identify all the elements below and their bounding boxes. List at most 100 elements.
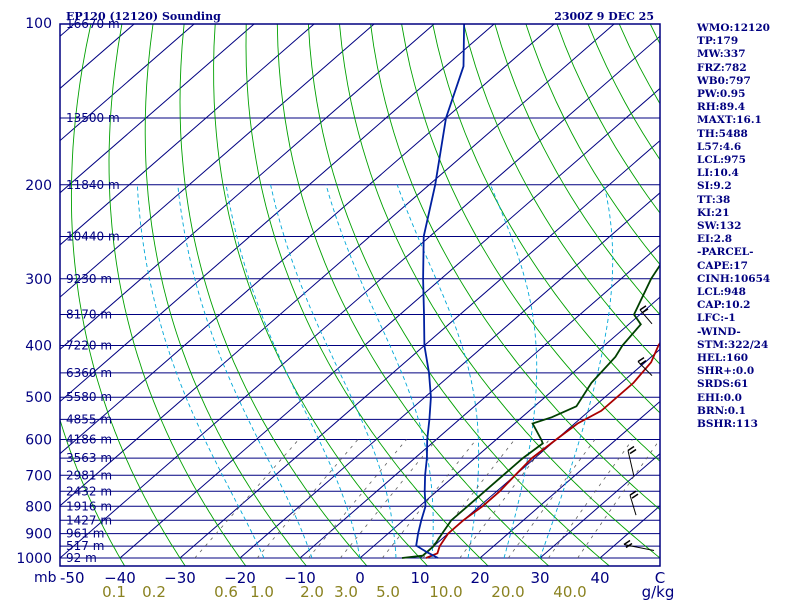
isotherm-line (60, 24, 435, 350)
mixing-ratio-label: 0.1 (102, 583, 126, 600)
sounding-index: LI:10.4 (697, 167, 739, 180)
sounding-index: CAPE:17 (697, 259, 748, 272)
mixing-ratio-label: 20.0 (491, 583, 524, 600)
wind-barb-flag (629, 490, 637, 496)
temperature-tick-label: 30 (530, 569, 549, 587)
height-label: 10440 m (66, 229, 120, 243)
sounding-index: SRDS:61 (697, 378, 749, 391)
mixing-ratio-label: 3.0 (334, 583, 358, 600)
sounding-index: CINH:10654 (697, 272, 771, 285)
wind-barb-flag (625, 542, 633, 549)
isotherm-line (539, 452, 660, 559)
temperature-tick-label: 40 (590, 569, 609, 587)
sounding-index: -WIND- (697, 325, 741, 338)
wind-barb (639, 305, 653, 325)
dry-adiabat (307, 24, 611, 566)
temperature-tick-label: −20 (224, 569, 256, 587)
sounding-index: PW:0.95 (697, 88, 746, 101)
height-label: 8170 m (66, 308, 112, 322)
height-label: 5580 m (66, 390, 112, 404)
sounding-index: SI:9.2 (697, 180, 732, 193)
isotherm-line (60, 24, 495, 403)
sounding-index: CAP:10.2 (697, 299, 751, 312)
wind-barb-flag (639, 305, 647, 311)
parcel-trace (415, 24, 465, 559)
pressure-tick-label: 300 (25, 272, 52, 288)
mixing-ratio-line (381, 439, 477, 559)
sounding-index: -PARCEL- (697, 246, 754, 259)
temperature-tick-label: −10 (284, 569, 316, 587)
dry-adiabat (213, 24, 429, 566)
pressure-tick-label: 700 (25, 468, 52, 484)
sounding-index: EI:2.8 (697, 233, 733, 246)
height-label: 13500 m (66, 111, 120, 125)
wind-barb (637, 356, 653, 376)
temperature-tick-label: -50 (60, 569, 85, 587)
pressure-unit-label: mb (34, 570, 57, 586)
sounding-index: TT:38 (697, 193, 731, 206)
wind-barb-flag (627, 445, 635, 452)
wind-barb-shaft (629, 494, 637, 516)
height-label: 4186 m (66, 433, 112, 447)
mixing-ratio-label: 40.0 (553, 583, 586, 600)
moist-adiabat (136, 184, 265, 559)
height-label: 7220 m (66, 339, 112, 353)
dry-adiabat (70, 24, 186, 566)
height-label: 6360 m (66, 366, 112, 380)
sounding-index: FRZ:782 (697, 61, 747, 74)
isotherm-line (479, 400, 660, 559)
dewpoint-trace (401, 263, 660, 559)
mixing-ratio-label: 10.0 (429, 583, 462, 600)
sounding-index: LFC:-1 (697, 312, 736, 325)
height-label: 3563 m (66, 451, 112, 465)
isotherm-line (60, 24, 375, 298)
sounding-index: SW:132 (697, 220, 742, 233)
temperature-tick-label: −40 (104, 569, 136, 587)
height-label: 1427 m (66, 513, 112, 527)
wind-barb (629, 490, 639, 516)
mixing-ratio-line (339, 439, 437, 559)
mixing-ratio-line (459, 439, 550, 559)
dry-adiabat (370, 24, 660, 511)
mixing-ratio-unit-label: g/kg (642, 583, 675, 600)
sounding-index: SHR+:0.0 (697, 365, 755, 378)
sounding-index: TP:179 (697, 35, 739, 48)
sounding-time: 2300Z 9 DEC 25 (554, 10, 654, 23)
temperature-tick-label: 20 (470, 569, 489, 587)
sounding-index: KI:21 (697, 206, 730, 219)
isotherm-line (60, 24, 195, 142)
sounding-index: MAXT:16.1 (697, 114, 762, 127)
mixing-ratio-label: 0.2 (142, 583, 166, 600)
temperature-tick-label: −30 (164, 569, 196, 587)
sounding-index: HEL:160 (697, 352, 749, 365)
temperature-trace (425, 341, 660, 559)
station-title: EP120 (12120) Sounding (66, 10, 221, 23)
mixing-ratio-label: 0.6 (214, 583, 238, 600)
height-label: 517 m (66, 539, 104, 553)
isotherm-line (119, 87, 660, 559)
wind-barb-shaft (627, 450, 635, 477)
isotherm-line (239, 192, 660, 559)
isotherm-line (179, 139, 660, 559)
pressure-tick-label: 800 (25, 499, 52, 515)
pressure-tick-label: 600 (25, 433, 52, 449)
wind-barb-flag (623, 539, 631, 546)
dry-adiabat (432, 24, 660, 414)
wind-barb (623, 539, 655, 552)
dry-adiabat (179, 24, 368, 566)
isotherm-line (60, 24, 615, 507)
sounding-index: MW:337 (697, 48, 746, 61)
dry-adiabat (339, 24, 660, 559)
dry-adiabat (494, 24, 660, 316)
moist-adiabat (396, 184, 480, 559)
isotherm-line (60, 35, 660, 559)
sounding-index: LCL:975 (697, 154, 746, 167)
sounding-index: EHI:0.0 (697, 391, 742, 404)
moist-adiabat (539, 184, 614, 559)
sounding-index: BRN:0.1 (697, 404, 746, 417)
height-label: 16670 m (66, 17, 120, 31)
sounding-indices-panel: WMO:12120 TP:179 MW:337 FRZ:782 WB0:797 PW:0.… (697, 22, 800, 431)
height-label: 1916 m (66, 499, 112, 513)
background-grid (60, 24, 660, 566)
wind-barb-flag (639, 359, 647, 366)
